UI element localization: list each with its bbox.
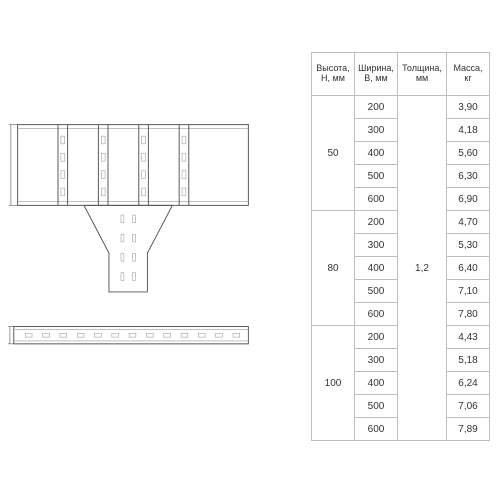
col-header-height: Высота, H, мм <box>312 53 355 96</box>
cell-width: 500 <box>355 395 398 418</box>
col-header-mass: Масса, кг <box>447 53 490 96</box>
cell-width: 200 <box>355 211 398 234</box>
cell-mass: 7,10 <box>447 280 490 303</box>
col-header-width: Ширина, B, мм <box>355 53 398 96</box>
cell-width: 300 <box>355 234 398 257</box>
cell-width: 200 <box>355 96 398 119</box>
cell-mass: 4,70 <box>447 211 490 234</box>
cell-height: 100 <box>312 326 355 441</box>
top-rail-outline <box>18 125 249 206</box>
table-body: 502001,23,903004,184005,605006,306006,90… <box>312 96 490 441</box>
cell-mass: 4,43 <box>447 326 490 349</box>
cell-mass: 3,90 <box>447 96 490 119</box>
bottom-rail <box>14 327 249 344</box>
cell-width: 500 <box>355 280 398 303</box>
cell-width: 600 <box>355 418 398 441</box>
table-header-row: Высота, H, мм Ширина, B, мм Толщина, мм … <box>312 53 490 96</box>
dim-B: B <box>8 125 18 206</box>
svg-text:B: B <box>8 164 9 169</box>
cell-mass: 6,90 <box>447 188 490 211</box>
cell-width: 400 <box>355 142 398 165</box>
cell-mass: 7,89 <box>447 418 490 441</box>
cell-width: 300 <box>355 119 398 142</box>
table-row: 502001,23,90 <box>312 96 490 119</box>
cell-mass: 5,60 <box>447 142 490 165</box>
cell-height: 50 <box>312 96 355 211</box>
cell-mass: 5,18 <box>447 349 490 372</box>
cell-width: 300 <box>355 349 398 372</box>
cell-mass: 5,30 <box>447 234 490 257</box>
spec-table: Высота, H, мм Ширина, B, мм Толщина, мм … <box>311 52 490 441</box>
page: B H Высота, H, мм Ширина, B, мм Толщина,… <box>0 0 500 500</box>
cell-mass: 7,80 <box>447 303 490 326</box>
cell-mass: 6,40 <box>447 257 490 280</box>
cell-width: 500 <box>355 165 398 188</box>
cell-width: 200 <box>355 326 398 349</box>
cell-width: 400 <box>355 257 398 280</box>
dim-H: H <box>8 327 14 344</box>
tee-body <box>84 205 172 292</box>
col-header-thick: Толщина, мм <box>398 53 447 96</box>
cell-mass: 4,18 <box>447 119 490 142</box>
cell-height: 80 <box>312 211 355 326</box>
cell-mass: 6,30 <box>447 165 490 188</box>
cell-mass: 7,06 <box>447 395 490 418</box>
cell-width: 400 <box>355 372 398 395</box>
technical-drawing: B H <box>8 110 258 370</box>
cell-thickness: 1,2 <box>398 96 447 441</box>
cell-width: 600 <box>355 188 398 211</box>
cell-mass: 6,24 <box>447 372 490 395</box>
cell-width: 600 <box>355 303 398 326</box>
verticals <box>58 125 189 206</box>
